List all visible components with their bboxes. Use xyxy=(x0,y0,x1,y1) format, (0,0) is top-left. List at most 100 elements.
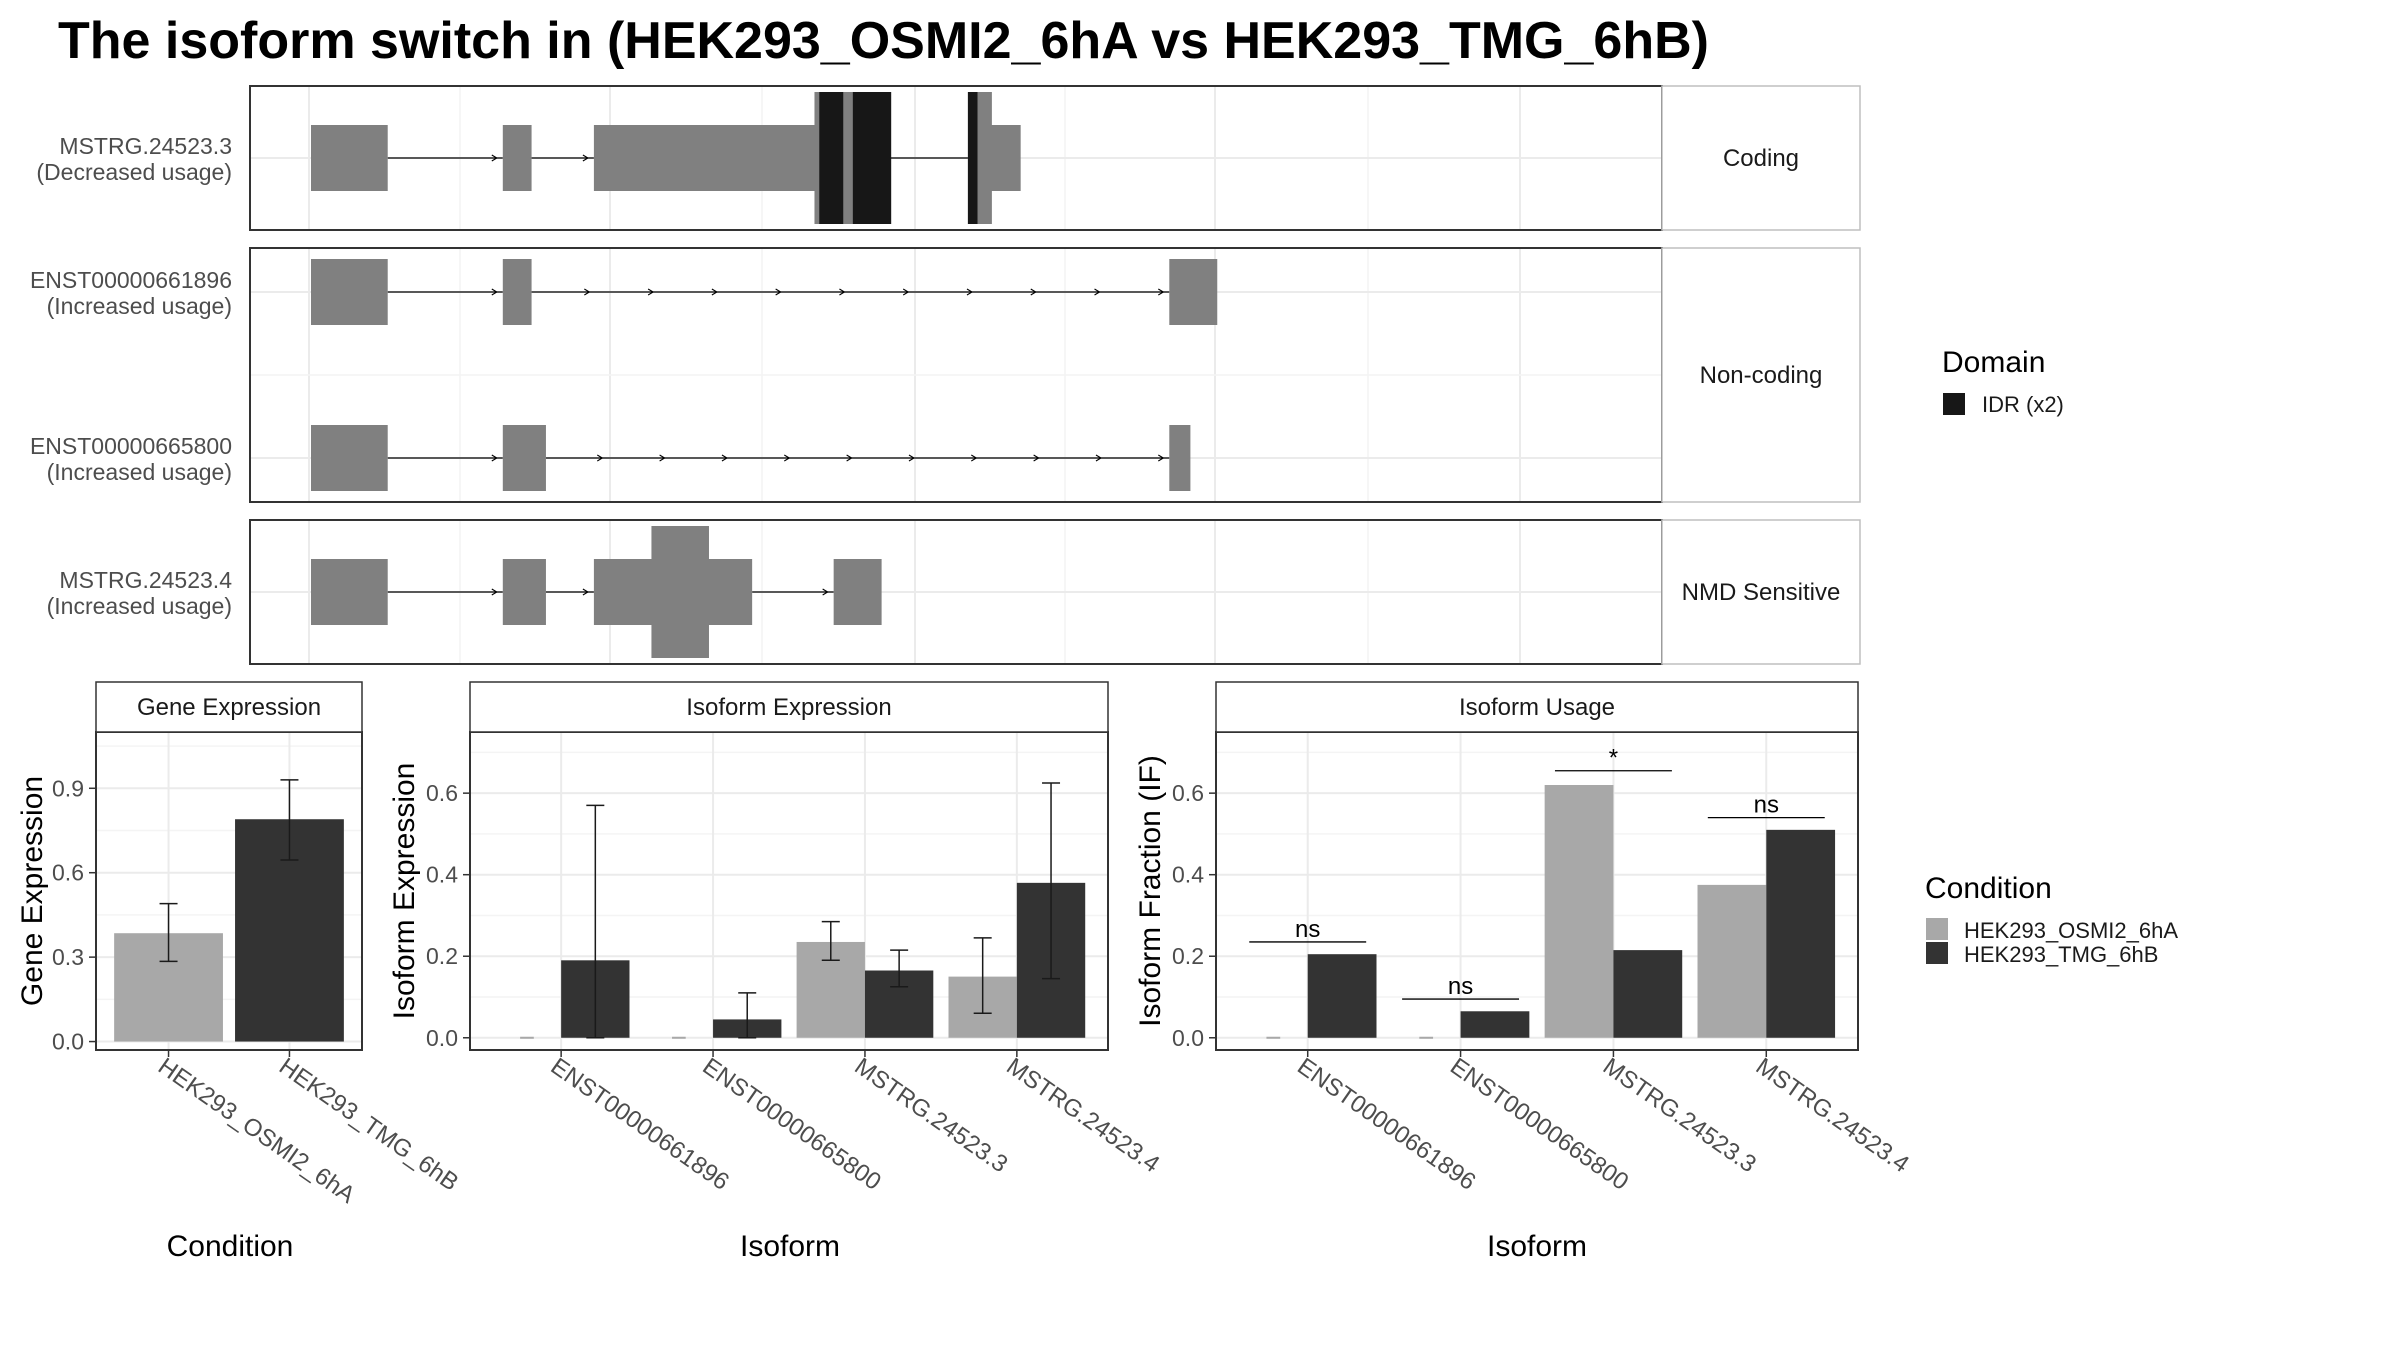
condition-legend-title: Condition xyxy=(1925,872,2052,905)
x-tick-label: HEK293_OSMI2_6hA xyxy=(153,1053,360,1209)
isoform-usage-label: (Decreased usage) xyxy=(36,159,232,185)
intron-arrow-icon xyxy=(1033,454,1040,462)
intron-arrow-icon xyxy=(846,454,853,462)
exon-block xyxy=(502,559,546,625)
intron-arrow-icon xyxy=(1158,454,1165,462)
y-tick-label: 0.6 xyxy=(426,780,458,806)
intron-arrow-icon xyxy=(1158,288,1165,296)
condition-legend-label-b: HEK293_TMG_6hB xyxy=(1964,942,2158,967)
intron-arrow-icon xyxy=(491,288,498,296)
exon-block xyxy=(502,125,532,191)
intron-arrow-icon xyxy=(784,454,791,462)
condition-legend-swatch-a xyxy=(1926,918,1948,940)
condition-legend-label-a: HEK293_OSMI2_6hA xyxy=(1964,918,2178,943)
exon-block xyxy=(311,559,388,625)
isoform-id-label: ENST00000665800 xyxy=(30,433,232,459)
intron-arrow-icon xyxy=(822,588,829,596)
domain-legend-swatch xyxy=(1943,393,1965,415)
y-tick-label: 0.6 xyxy=(52,860,84,886)
intron-arrow-icon xyxy=(902,288,910,296)
y-tick-label: 0.6 xyxy=(1172,780,1204,806)
exon-block xyxy=(1169,425,1191,491)
isoform-usage-label: (Increased usage) xyxy=(47,459,232,485)
significance-label: ns xyxy=(1754,792,1779,819)
y-tick-label: 0.2 xyxy=(1172,943,1204,969)
exon-block xyxy=(1169,259,1218,325)
panel-strip-title: Isoform Expression xyxy=(686,694,891,721)
y-axis-title: Isoform Expression xyxy=(388,763,421,1020)
y-tick-label: 0.2 xyxy=(426,943,458,969)
y-tick-label: 0.0 xyxy=(426,1025,458,1051)
intron-arrow-icon xyxy=(582,588,589,596)
domain-block xyxy=(819,92,844,224)
figure-title: The isoform switch in (HEK293_OSMI2_6hA … xyxy=(58,12,1709,70)
exon-block xyxy=(833,559,882,625)
panel-strip xyxy=(1215,681,1859,733)
domain-block xyxy=(852,92,892,224)
intron-arrow-icon xyxy=(711,288,718,296)
y-tick-label: 0.9 xyxy=(52,775,84,801)
intron-arrow-icon xyxy=(839,288,846,296)
isoform-id-label: MSTRG.24523.4 xyxy=(59,567,232,593)
exon-block xyxy=(502,259,532,325)
intron-arrow-icon xyxy=(1094,288,1101,296)
isoform-id-label: ENST00000661896 xyxy=(30,267,232,293)
exon-block xyxy=(502,425,546,491)
intron-arrow-icon xyxy=(597,454,604,462)
domain-legend-title: Domain xyxy=(1942,346,2045,379)
intron-arrow-icon xyxy=(582,154,589,162)
condition-legend: Condition HEK293_OSMI2_6hA HEK293_TMG_6h… xyxy=(1925,872,2178,967)
bar xyxy=(1307,954,1377,1038)
domain-block xyxy=(967,92,978,224)
significance-label: ns xyxy=(1448,973,1473,1000)
y-axis-title: Isoform Fraction (IF) xyxy=(1134,755,1167,1027)
bar xyxy=(1544,785,1614,1038)
intron-arrow-icon xyxy=(775,288,782,296)
facet-strip xyxy=(1661,519,1861,665)
intron-arrow-icon xyxy=(491,454,498,462)
domain-legend: Domain IDR (x2) xyxy=(1942,346,2064,417)
x-axis-title: Isoform xyxy=(740,1230,840,1263)
isoform-id-label: MSTRG.24523.3 xyxy=(59,133,232,159)
bar xyxy=(1697,884,1767,1038)
isoform-usage-label: (Increased usage) xyxy=(47,593,232,619)
intron-arrow-icon xyxy=(491,588,498,596)
intron-arrow-icon xyxy=(1095,454,1103,462)
x-tick-label: MSTRG.24523.3 xyxy=(1598,1053,1761,1178)
condition-legend-swatch-b xyxy=(1926,942,1948,964)
y-tick-label: 0.3 xyxy=(52,944,84,970)
facet-strip-label: NMD Sensitive xyxy=(1682,579,1841,606)
intron-arrow-icon xyxy=(584,288,591,296)
exon-block xyxy=(311,125,388,191)
bar xyxy=(1460,1011,1530,1038)
exon-block xyxy=(311,425,388,491)
x-axis-title: Condition xyxy=(167,1230,294,1263)
panel-strip-title: Isoform Usage xyxy=(1459,694,1615,721)
x-axis-title: Isoform xyxy=(1487,1230,1587,1263)
y-tick-label: 0.0 xyxy=(1172,1025,1204,1051)
facet-strip-label: Non-coding xyxy=(1700,362,1823,389)
y-tick-label: 0.4 xyxy=(426,862,458,888)
expression-panels: Gene Expression 0.0 0.3 0.6 0.9 HEK293_OSMI2_… xyxy=(16,681,1914,1263)
intron-arrow-icon xyxy=(647,288,655,296)
significance-label: ns xyxy=(1295,916,1320,943)
intron-arrow-icon xyxy=(966,288,974,296)
cds-block xyxy=(651,526,709,658)
isoform-structure-plot: MSTRG.24523.3(Decreased usage) Coding ENST… xyxy=(30,85,1861,665)
facet-strip xyxy=(1661,247,1861,503)
facet-strip xyxy=(1661,85,1861,231)
intron-arrow-icon xyxy=(908,454,916,462)
panel-strip-title: Gene Expression xyxy=(137,694,321,721)
intron-arrow-icon xyxy=(1030,288,1037,296)
bar xyxy=(1613,950,1683,1038)
y-axis-title: Gene Expression xyxy=(16,776,49,1006)
x-tick-label: MSTRG.24523.4 xyxy=(1751,1053,1914,1178)
significance-label: * xyxy=(1609,745,1618,772)
intron-arrow-icon xyxy=(721,454,729,462)
panel-strip xyxy=(469,681,1109,733)
intron-arrow-icon xyxy=(491,154,498,162)
domain-legend-label: IDR (x2) xyxy=(1982,392,2064,417)
isoform-usage-label: (Increased usage) xyxy=(47,293,232,319)
x-tick-label: MSTRG.24523.3 xyxy=(850,1053,1013,1178)
